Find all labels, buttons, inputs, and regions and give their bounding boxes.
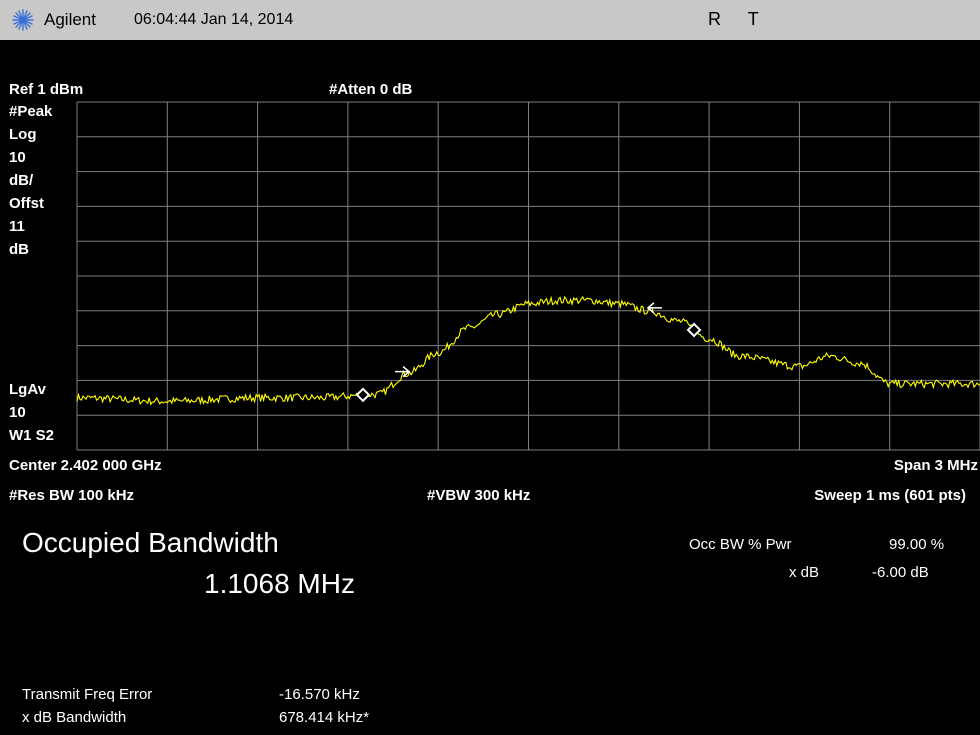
obw-arrow-left — [395, 366, 411, 378]
offset-label: Offst — [9, 195, 44, 212]
detector-label: #Peak — [9, 103, 53, 120]
trace-line — [76, 295, 980, 406]
indicator-t: T — [747, 9, 759, 29]
center-frequency: Center 2.402 000 GHz — [9, 457, 162, 474]
offset-unit-label: dB — [9, 241, 29, 258]
xdb-bandwidth-value: 678.414 kHz* — [279, 709, 370, 726]
indicator-r: R — [708, 9, 721, 29]
tx-freq-error-value: -16.570 kHz — [279, 686, 360, 703]
avg-type-label: LgAv — [9, 381, 46, 398]
marker-left-diamond — [355, 387, 371, 403]
occupied-bandwidth-value: 1.1068 MHz — [204, 568, 355, 599]
xdb-value: -6.00 dB — [872, 564, 929, 581]
span: Span 3 MHz — [893, 457, 978, 474]
tx-freq-error-label: Transmit Freq Error — [22, 686, 153, 703]
obw-arrow-right — [646, 302, 662, 314]
scale-value-label: 10 — [9, 149, 26, 166]
offset-value-label: 11 — [9, 218, 25, 235]
brand-name: Agilent — [44, 10, 96, 29]
xdb-label: x dB — [789, 564, 820, 581]
graticule — [76, 101, 980, 451]
window-label: W1 S2 — [9, 427, 55, 444]
occ-bw-pwr-label: Occ BW % Pwr — [689, 536, 792, 553]
avg-count-label: 10 — [9, 404, 26, 421]
occ-bw-pwr-value: 99.00 % — [889, 536, 945, 553]
agilent-spark-icon — [12, 9, 34, 31]
sweep: Sweep 1 ms (601 pts) — [814, 487, 966, 504]
timestamp: 06:04:44 Jan 14, 2014 — [134, 11, 294, 28]
ref-level: Ref 1 dBm — [9, 81, 84, 98]
vbw: #VBW 300 kHz — [427, 487, 531, 504]
xdb-bandwidth-label: x dB Bandwidth — [22, 709, 127, 726]
marker-right-diamond — [686, 322, 702, 338]
res-bw: #Res BW 100 kHz — [9, 487, 135, 504]
title-bar: Agilent 06:04:44 Jan 14, 2014 R T — [0, 0, 980, 40]
scale-unit-label: dB/ — [9, 172, 34, 189]
trace-layer — [76, 295, 980, 406]
scale-type-label: Log — [9, 126, 37, 143]
status-indicators: R T — [708, 9, 781, 30]
attenuation: #Atten 0 dB — [329, 81, 413, 98]
measurement-title: Occupied Bandwidth — [22, 527, 279, 558]
